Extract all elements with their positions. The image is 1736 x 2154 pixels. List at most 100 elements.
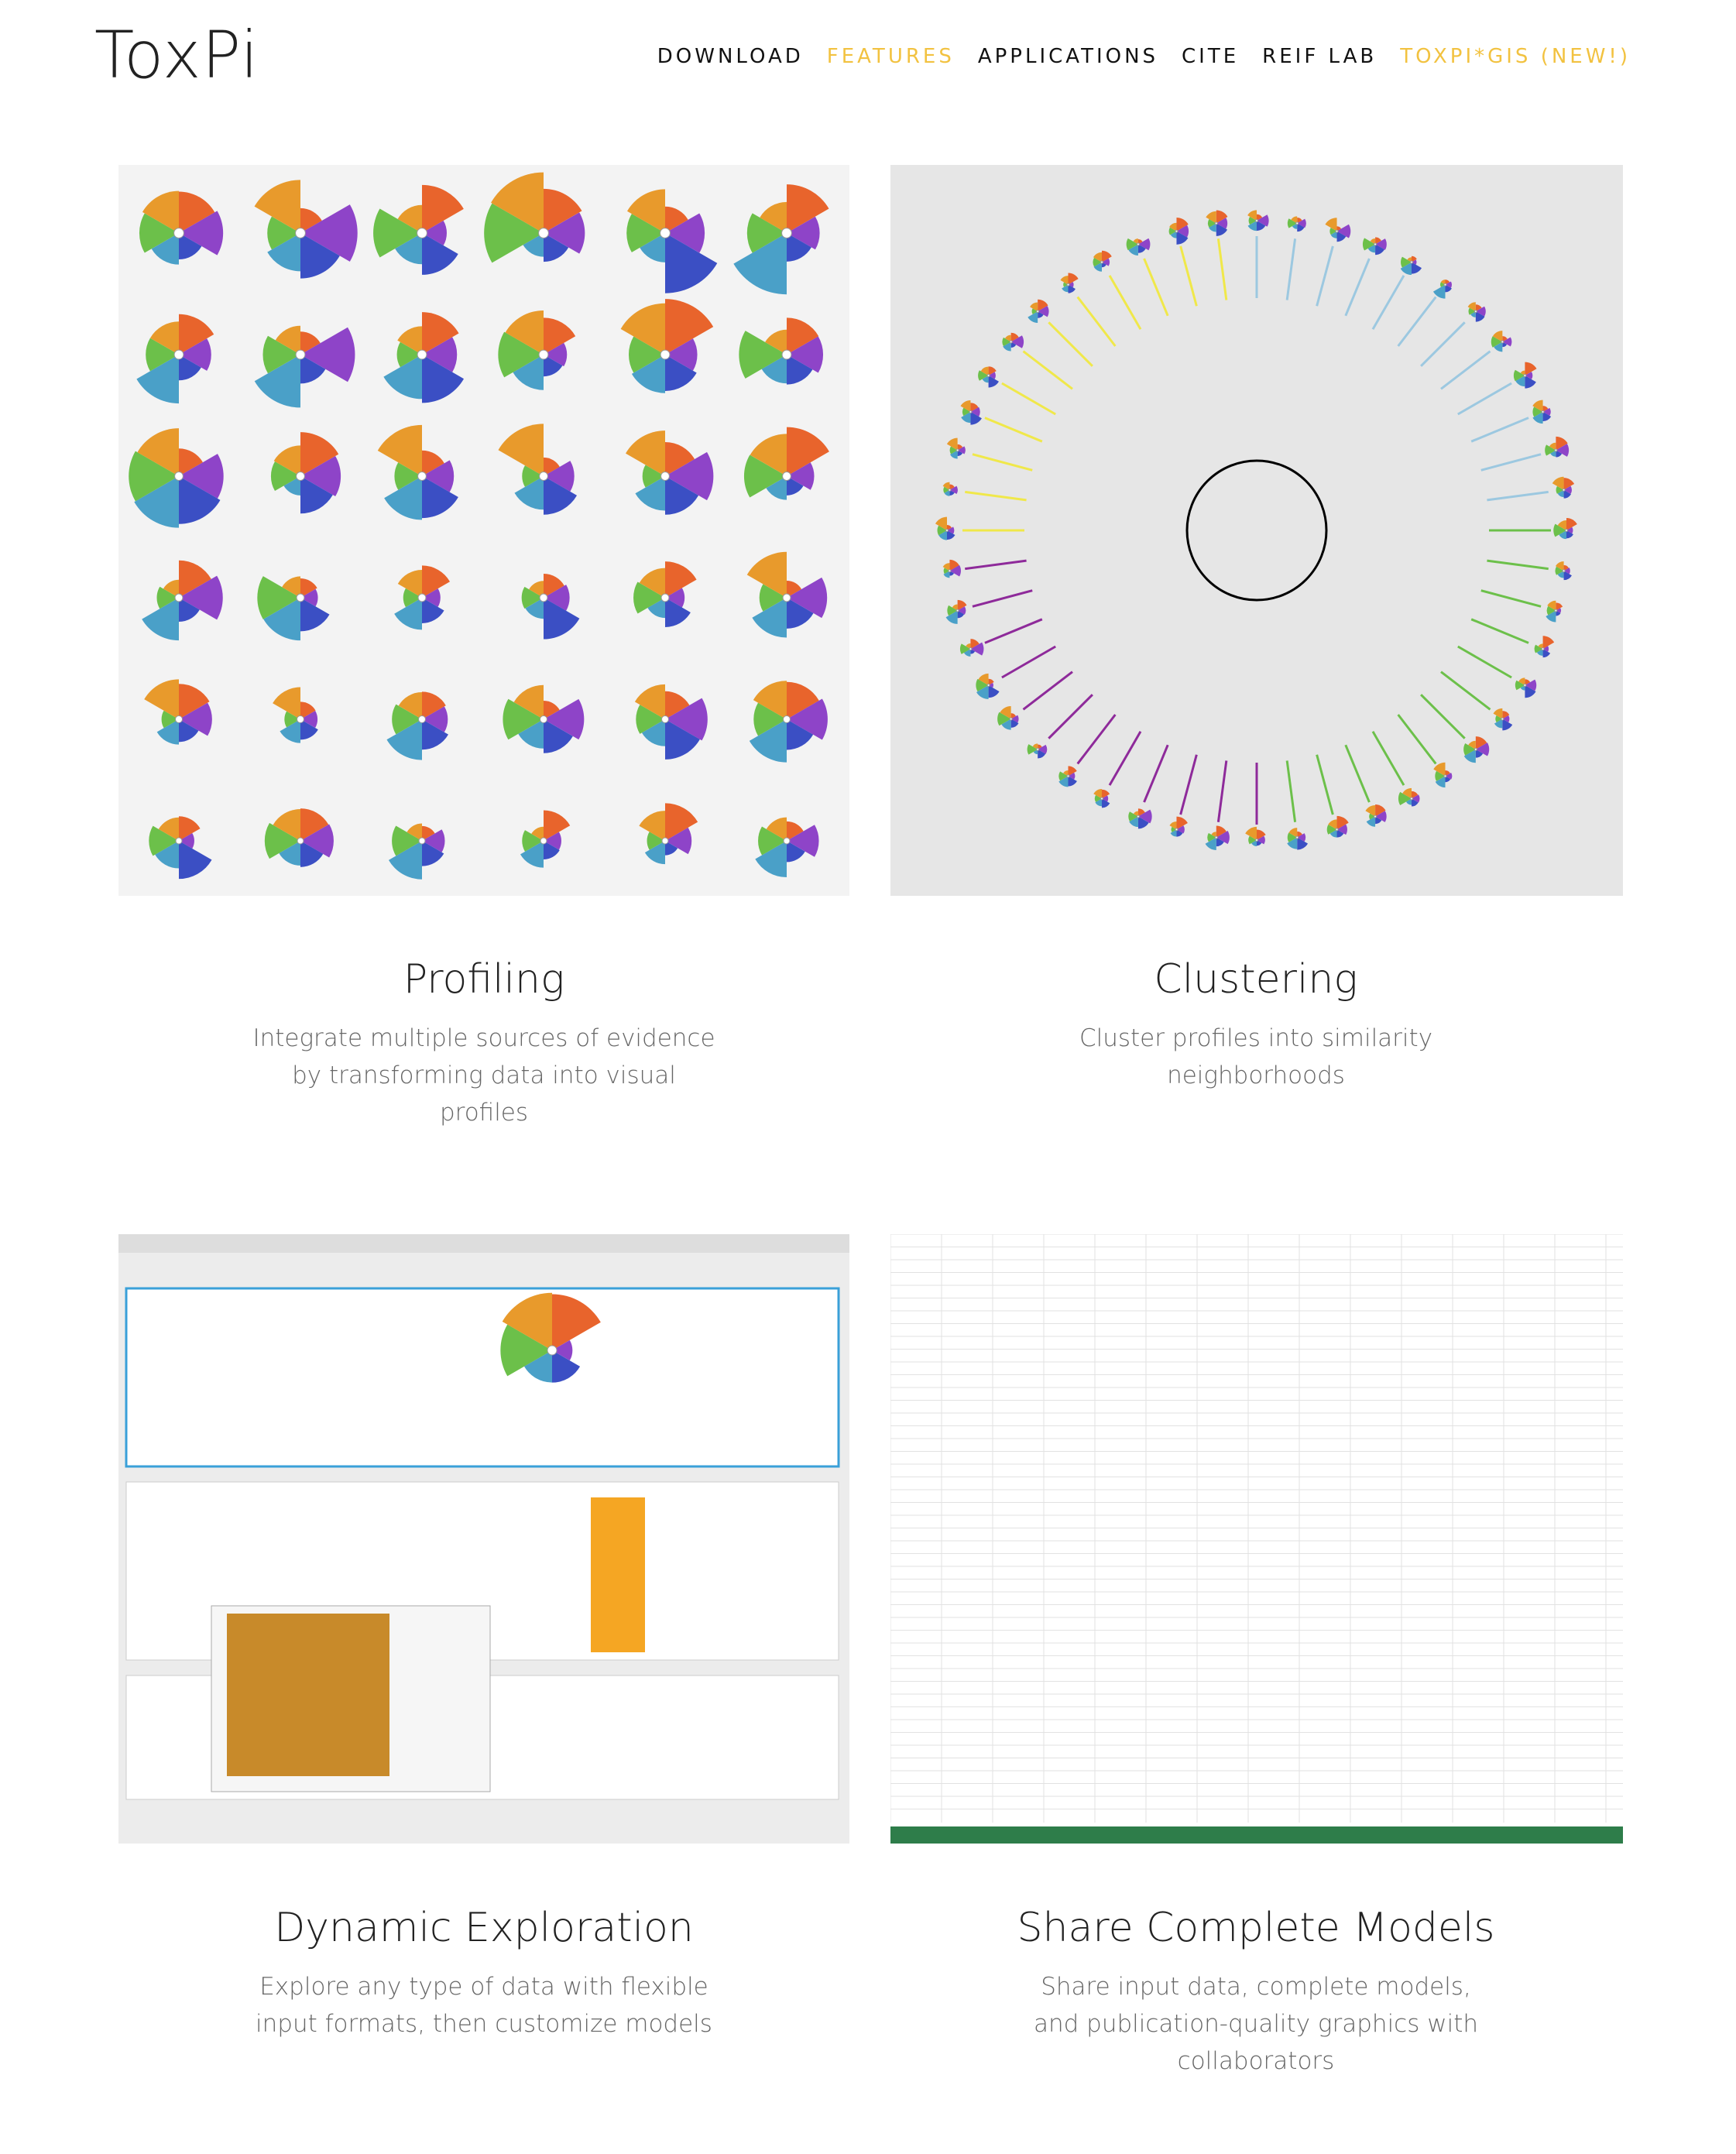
decoration	[1175, 229, 1178, 233]
glyph-wedge	[1329, 829, 1337, 838]
glyph-wedge	[1432, 284, 1446, 299]
glyph-wedge	[392, 704, 422, 735]
glyph-wedge	[377, 424, 422, 476]
glyph-wedge	[1038, 744, 1048, 754]
glyph-wedge	[752, 598, 787, 638]
glyph-wedge	[942, 563, 950, 571]
glyph-wedge	[1494, 341, 1503, 352]
nav-link[interactable]: REIF LAB	[1262, 45, 1377, 68]
glyph-wedge	[620, 303, 665, 355]
glyph-wedge	[1525, 685, 1536, 698]
glyph-wedge	[500, 1324, 552, 1377]
glyph-wedge	[1549, 442, 1556, 451]
glyph-wedge	[957, 610, 965, 619]
glyph-wedge	[787, 577, 828, 619]
glyph-wedge	[1216, 218, 1228, 229]
glyph-wedge	[1502, 711, 1510, 719]
decoration	[295, 228, 306, 238]
decoration	[1036, 310, 1040, 314]
decoration	[948, 488, 952, 492]
glyph-wedge	[1491, 336, 1503, 348]
decoration	[1048, 321, 1093, 367]
glyph-wedge	[1538, 643, 1543, 650]
glyph-wedge	[544, 832, 561, 850]
glyph-wedge	[179, 719, 199, 743]
decoration	[1554, 448, 1558, 452]
glyph-wedge	[179, 454, 224, 499]
glyph-wedge	[158, 817, 179, 841]
glyph-wedge	[1366, 816, 1376, 827]
nav-link[interactable]: TOXPI*GIS (NEW!)	[1400, 45, 1631, 68]
glyph-wedge	[1520, 370, 1525, 376]
glyph-wedge	[513, 355, 544, 390]
glyph-wedge	[1532, 411, 1543, 424]
nav-link[interactable]: FEATURES	[826, 45, 955, 68]
decoration	[1066, 283, 1070, 286]
glyph-wedge	[665, 827, 692, 855]
glyph-wedge	[1010, 719, 1019, 728]
decoration	[1501, 717, 1504, 721]
glyph-wedge	[142, 598, 179, 641]
glyph-wedge	[665, 698, 708, 741]
glyph-wedge	[1556, 608, 1561, 613]
glyph-wedge	[1010, 332, 1019, 342]
nav-link[interactable]: CITE	[1182, 45, 1240, 68]
decoration	[1143, 744, 1169, 803]
glyph-wedge	[1525, 362, 1537, 376]
glyph-wedge	[963, 649, 971, 657]
decoration	[1371, 275, 1405, 330]
glyph-wedge	[1010, 335, 1024, 348]
glyph-wedge	[529, 581, 544, 598]
glyph-wedge	[491, 172, 544, 233]
decoration	[782, 472, 791, 481]
glyph-wedge	[1553, 523, 1566, 537]
glyph-wedge	[1093, 252, 1102, 262]
decoration	[1397, 714, 1437, 765]
decoration	[173, 349, 184, 360]
nav-link[interactable]: APPLICATIONS	[977, 45, 1159, 68]
glyph-wedge	[179, 476, 221, 524]
glyph-wedge	[1206, 211, 1216, 224]
decoration	[1001, 382, 1056, 416]
glyph-wedge	[1542, 649, 1551, 658]
decoration	[1487, 559, 1549, 571]
glyph-wedge	[758, 826, 787, 856]
glyph-wedge	[746, 551, 787, 598]
glyph-wedge	[642, 465, 665, 488]
glyph-wedge	[787, 355, 813, 385]
glyph-wedge	[1207, 832, 1216, 842]
decoration	[125, 1287, 840, 1468]
glyph-wedge	[1336, 226, 1342, 232]
glyph-wedge	[1546, 605, 1556, 616]
glyph-wedge	[970, 642, 984, 656]
glyph-wedge	[1176, 225, 1189, 238]
glyph-wedge	[961, 411, 971, 424]
glyph-wedge	[1536, 649, 1543, 656]
glyph-wedge	[1325, 218, 1337, 232]
glyph-wedge	[395, 233, 422, 265]
glyph-wedge	[665, 719, 700, 760]
decoration	[1009, 717, 1013, 721]
glyph-wedge	[1176, 829, 1183, 837]
decoration	[1179, 754, 1198, 815]
glyph-wedge	[179, 191, 215, 233]
glyph-wedge	[1176, 825, 1185, 834]
glyph-wedge	[544, 598, 580, 640]
glyph-wedge	[262, 335, 300, 374]
glyph-wedge	[1170, 829, 1177, 837]
nav-link[interactable]: DOWNLOAD	[657, 45, 804, 68]
decoration	[1036, 747, 1040, 751]
glyph-wedge	[1209, 223, 1216, 232]
decoration	[1443, 283, 1447, 286]
glyph-wedge	[1556, 602, 1563, 611]
glyph-wedge	[1542, 646, 1549, 652]
decoration	[1285, 760, 1297, 822]
glyph-wedge	[1502, 715, 1510, 723]
glyph-wedge	[938, 530, 947, 540]
glyph-wedge	[641, 719, 665, 746]
glyph-wedge	[1297, 837, 1309, 850]
glyph-wedge	[1058, 771, 1069, 781]
glyph-wedge	[422, 312, 459, 355]
glyph-wedge	[179, 355, 201, 381]
logo[interactable]: ToxPi	[94, 17, 259, 93]
